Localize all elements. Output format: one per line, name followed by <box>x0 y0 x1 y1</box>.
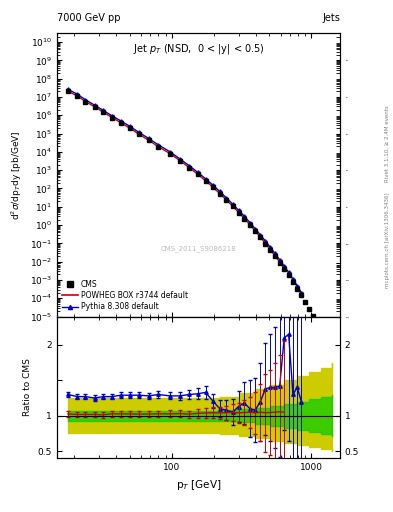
Legend: CMS, POWHEG BOX r3744 default, Pythia 8.308 default: CMS, POWHEG BOX r3744 default, Pythia 8.… <box>61 278 189 313</box>
Text: Rivet 3.1.10, ≥ 2.4M events: Rivet 3.1.10, ≥ 2.4M events <box>385 105 389 182</box>
Text: CMS_2011_S9086218: CMS_2011_S9086218 <box>161 245 236 252</box>
Y-axis label: Ratio to CMS: Ratio to CMS <box>23 358 32 416</box>
Text: mcplots.cern.ch [arXiv:1306.3436]: mcplots.cern.ch [arXiv:1306.3436] <box>385 193 389 288</box>
Text: Jet $p_T$ (NSD,  0 < |y| < 0.5): Jet $p_T$ (NSD, 0 < |y| < 0.5) <box>132 42 264 56</box>
Text: Jets: Jets <box>322 13 340 23</box>
Text: 7000 GeV pp: 7000 GeV pp <box>57 13 121 23</box>
Y-axis label: d$^2\sigma$/dp$_T$dy [pb/GeV]: d$^2\sigma$/dp$_T$dy [pb/GeV] <box>10 130 24 220</box>
X-axis label: p$_T$ [GeV]: p$_T$ [GeV] <box>176 478 221 492</box>
